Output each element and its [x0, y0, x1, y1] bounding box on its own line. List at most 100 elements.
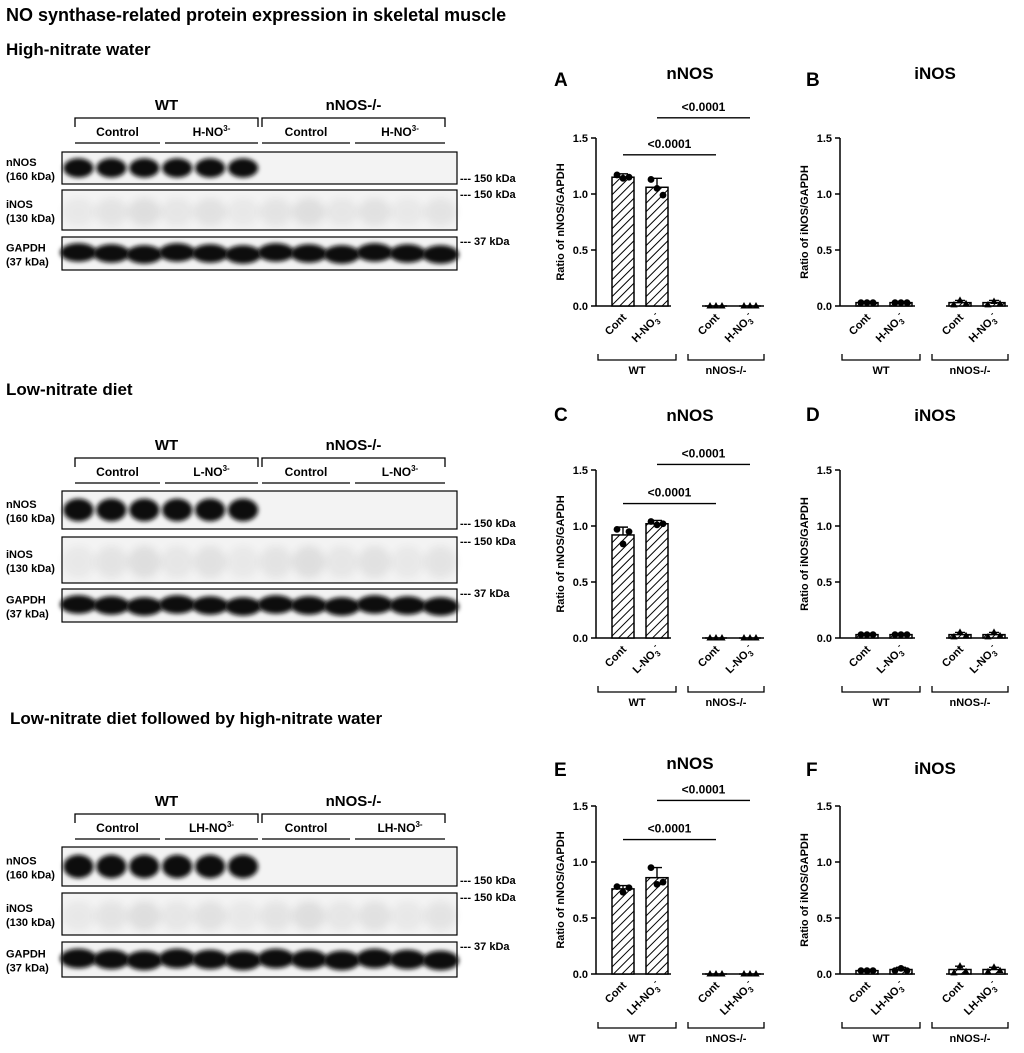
chart-title: iNOS — [914, 759, 956, 778]
group-bracket — [931, 354, 1009, 361]
panel-letter: E — [554, 760, 567, 781]
blot-band — [292, 901, 326, 931]
blot-band — [358, 545, 392, 579]
group-bracket — [687, 354, 765, 361]
blot-band — [389, 244, 427, 263]
blot-band — [389, 949, 427, 970]
data-point — [619, 174, 627, 182]
group-label: WT — [872, 365, 889, 377]
blot-strip-nnos — [61, 490, 458, 530]
data-point — [891, 631, 899, 639]
data-point — [996, 299, 1004, 307]
y-axis-label: Ratio of nNOS/GAPDH — [555, 163, 567, 280]
blot-band — [127, 198, 161, 226]
blot-band — [422, 245, 459, 264]
data-point — [857, 967, 865, 975]
x-tick-label: Cont — [940, 643, 966, 669]
data-point — [718, 634, 726, 641]
size-marker: --- 37 kDa — [460, 941, 510, 953]
data-point — [613, 883, 621, 891]
data-point — [740, 302, 748, 309]
data-point — [897, 299, 905, 307]
x-tick-label: L-NO3- — [872, 641, 908, 677]
blot-band — [422, 597, 459, 616]
data-point — [891, 967, 899, 975]
data-point — [869, 631, 877, 639]
x-tick-label: Cont — [603, 979, 629, 1005]
blot-band — [224, 597, 262, 616]
blot-panel: Low-nitrate diet followed by high-nitrat… — [6, 709, 517, 978]
blot-band — [96, 854, 127, 879]
figure-title: NO synthase-related protein expression i… — [6, 5, 506, 25]
p-value-label: <0.0001 — [682, 100, 726, 114]
y-tick-label: 1.5 — [817, 801, 832, 813]
blot-band — [424, 545, 457, 579]
blot-row-mw: (160 kDa) — [6, 870, 55, 882]
blot-row-name: nNOS — [6, 157, 37, 169]
size-marker: --- 37 kDa — [460, 236, 510, 248]
blot-band — [257, 948, 295, 969]
blot-row-mw: (160 kDa) — [6, 171, 55, 183]
x-tick-label: Cont — [940, 979, 966, 1005]
data-point — [891, 299, 899, 307]
y-tick-label: 1.0 — [573, 857, 588, 869]
blot-strip-inos — [61, 892, 458, 936]
data-point — [718, 302, 726, 309]
y-tick-label: 1.0 — [817, 189, 832, 201]
blot-band — [162, 854, 193, 879]
size-marker: --- 150 kDa — [460, 189, 517, 201]
blot-band — [356, 948, 394, 969]
chart-title: iNOS — [914, 64, 956, 83]
band-set — [62, 198, 457, 226]
blot-band — [391, 198, 425, 226]
band-set — [60, 243, 459, 264]
data-point — [659, 878, 667, 886]
data-point — [863, 631, 871, 639]
data-point — [752, 970, 760, 977]
group-label: WT — [872, 1033, 889, 1045]
size-marker: --- 150 kDa — [460, 875, 517, 887]
blot-row-mw: (130 kDa) — [6, 917, 55, 929]
blot-band — [292, 198, 326, 226]
group-label: WT — [628, 697, 645, 709]
genotype-bracket — [261, 457, 446, 467]
blot-band — [227, 498, 259, 522]
genotype-label: nNOS-/- — [326, 97, 382, 114]
blot-band — [290, 244, 328, 263]
blot-band — [325, 198, 359, 226]
blot-strip-inos — [61, 536, 458, 584]
blot-band — [323, 597, 361, 616]
size-marker: --- 150 kDa — [460, 892, 517, 904]
blot-band — [224, 245, 262, 264]
group-bracket — [597, 686, 677, 693]
group-label: nNOS-/- — [706, 365, 747, 377]
group-label: H-NO3- — [381, 124, 419, 139]
data-point — [984, 632, 992, 640]
y-tick-label: 0.5 — [817, 913, 832, 925]
data-point — [625, 528, 633, 535]
blot-band — [63, 158, 94, 178]
p-value-label: <0.0001 — [648, 486, 692, 500]
y-tick-label: 1.5 — [573, 801, 588, 813]
data-point — [706, 970, 714, 977]
p-value-label: <0.0001 — [682, 782, 726, 796]
blot-row-name: nNOS — [6, 856, 37, 868]
data-point — [863, 299, 871, 307]
blot-band — [127, 901, 161, 931]
blot-band — [94, 198, 128, 226]
blot-row-name: GAPDH — [6, 595, 46, 607]
size-marker: --- 150 kDa — [460, 173, 517, 185]
blot-band — [325, 545, 359, 579]
blot-band — [290, 596, 328, 615]
panel-letter: C — [554, 405, 568, 426]
x-tick-label: Cont — [847, 979, 873, 1005]
blot-band — [323, 245, 361, 264]
x-tick-label: LH-NO3- — [623, 977, 665, 1019]
blot-row-name: nNOS — [6, 499, 37, 511]
group-label: nNOS-/- — [706, 697, 747, 709]
genotype-label: WT — [155, 97, 178, 114]
blot-band — [60, 948, 97, 969]
size-marker: --- 150 kDa — [460, 536, 517, 548]
blot-row-mw: (37 kDa) — [6, 609, 49, 621]
